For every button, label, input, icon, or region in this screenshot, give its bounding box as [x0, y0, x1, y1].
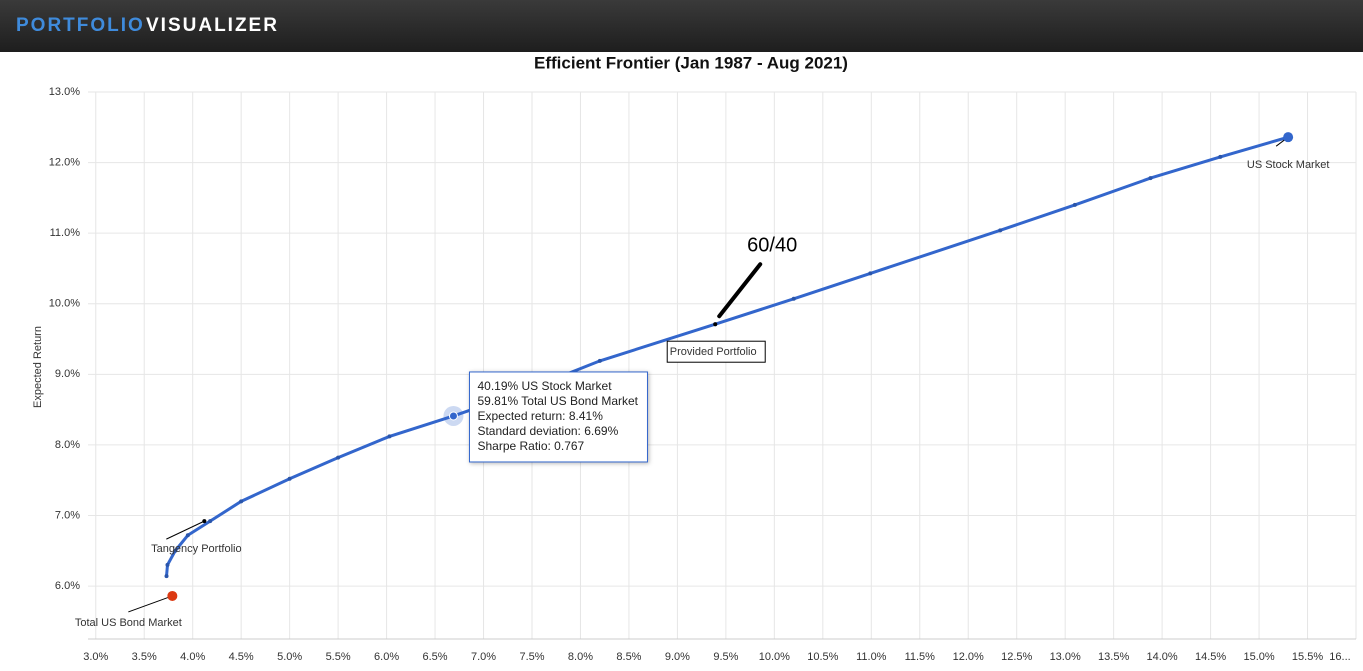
frontier-point: [336, 455, 341, 460]
x-tick-label: 8.0%: [568, 651, 593, 663]
frontier-point: [868, 271, 873, 276]
label-connector: [166, 520, 205, 540]
frontier-point: [185, 533, 190, 538]
annotation-stroke: [717, 262, 763, 319]
frontier-point: [597, 358, 602, 363]
x-tick-label: 15.5%: [1292, 651, 1323, 663]
frontier-point: [998, 228, 1003, 233]
brand[interactable]: PORTFOLIO: [16, 15, 145, 36]
y-tick-label: 8.0%: [55, 439, 80, 451]
label-connector: [128, 595, 173, 613]
x-tick-label: 7.5%: [519, 651, 544, 663]
frontier-point: [287, 476, 292, 481]
x-tick-label: 11.5%: [905, 651, 936, 663]
chart: Efficient Frontier (Jan 1987 - Aug 2021)…: [32, 53, 1357, 663]
point-label: Provided Portfolio: [670, 346, 757, 358]
point-label: Tangency Portfolio: [151, 543, 242, 555]
y-tick-label: 6.0%: [55, 580, 80, 592]
x-tick-label: 5.5%: [326, 651, 351, 663]
x-tick-label: 7.0%: [471, 651, 496, 663]
x-tick-label: 4.5%: [229, 651, 254, 663]
frontier-point: [791, 296, 796, 301]
frontier-point: [173, 548, 178, 553]
special-point: [202, 519, 207, 524]
x-tick-label: 3.5%: [132, 651, 157, 663]
tooltip-line: Expected return: 8.41%: [477, 409, 603, 423]
x-tick-label: 10.0%: [759, 651, 790, 663]
hover-point: [448, 411, 458, 421]
frontier-point: [1072, 202, 1077, 207]
tooltip-line: 40.19% US Stock Market: [477, 379, 612, 393]
x-tick-label: 14.0%: [1147, 651, 1178, 663]
y-tick-label: 13.0%: [49, 86, 80, 98]
x-tick-label: 10.5%: [807, 651, 838, 663]
y-tick-label: 11.0%: [50, 227, 81, 239]
y-axis-label: Expected Return: [32, 326, 44, 408]
header: PORTFOLIO VISUALIZER: [0, 0, 1363, 52]
x-tick-label: 13.0%: [1050, 651, 1081, 663]
frontier-point: [1148, 176, 1153, 181]
y-tick-label: 7.0%: [55, 509, 80, 521]
x-tick-label: 8.5%: [616, 651, 641, 663]
x-tick-label: 3.0%: [83, 651, 108, 663]
x-tick-label: 12.0%: [953, 651, 984, 663]
x-tick-label: 4.0%: [180, 651, 205, 663]
y-tick-label: 9.0%: [55, 368, 80, 380]
frontier-point: [165, 562, 170, 567]
x-tick-label: 5.0%: [277, 651, 302, 663]
tooltip-line: Standard deviation: 6.69%: [477, 424, 618, 438]
x-tick-label: 6.5%: [423, 651, 448, 663]
x-tick-label: 12.5%: [1001, 651, 1032, 663]
x-tick-label: 13.5%: [1098, 651, 1129, 663]
x-tick-label: 15.0%: [1243, 651, 1274, 663]
tooltip-line: Sharpe Ratio: 0.767: [477, 439, 584, 453]
label-box: [666, 340, 766, 363]
y-tick-label: 12.0%: [49, 156, 80, 168]
x-tick-label: 9.0%: [665, 651, 690, 663]
frontier-point: [208, 519, 213, 524]
tooltip-box: [468, 371, 648, 463]
point-label: Total US Bond Market: [75, 617, 182, 629]
frontier-point: [164, 574, 169, 579]
x-tick-label: 11.0%: [856, 651, 887, 663]
y-tick-label: 10.0%: [49, 298, 80, 310]
special-point: [713, 322, 718, 327]
chart-title: Efficient Frontier (Jan 1987 - Aug 2021): [534, 53, 848, 72]
x-tick-label: 9.5%: [713, 651, 738, 663]
x-tick-label: 16...: [1329, 651, 1350, 663]
point-label: US Stock Market: [1247, 159, 1330, 171]
special-point: [167, 590, 178, 601]
special-point: [1283, 132, 1294, 143]
annotation: 60/40: [747, 234, 797, 256]
frontier-point: [239, 499, 244, 504]
tooltip-line: 59.81% Total US Bond Market: [477, 394, 638, 408]
brand[interactable]: VISUALIZER: [146, 15, 279, 36]
x-tick-label: 14.5%: [1195, 651, 1226, 663]
frontier-point: [387, 434, 392, 439]
frontier-point: [1218, 154, 1223, 159]
x-tick-label: 6.0%: [374, 651, 399, 663]
